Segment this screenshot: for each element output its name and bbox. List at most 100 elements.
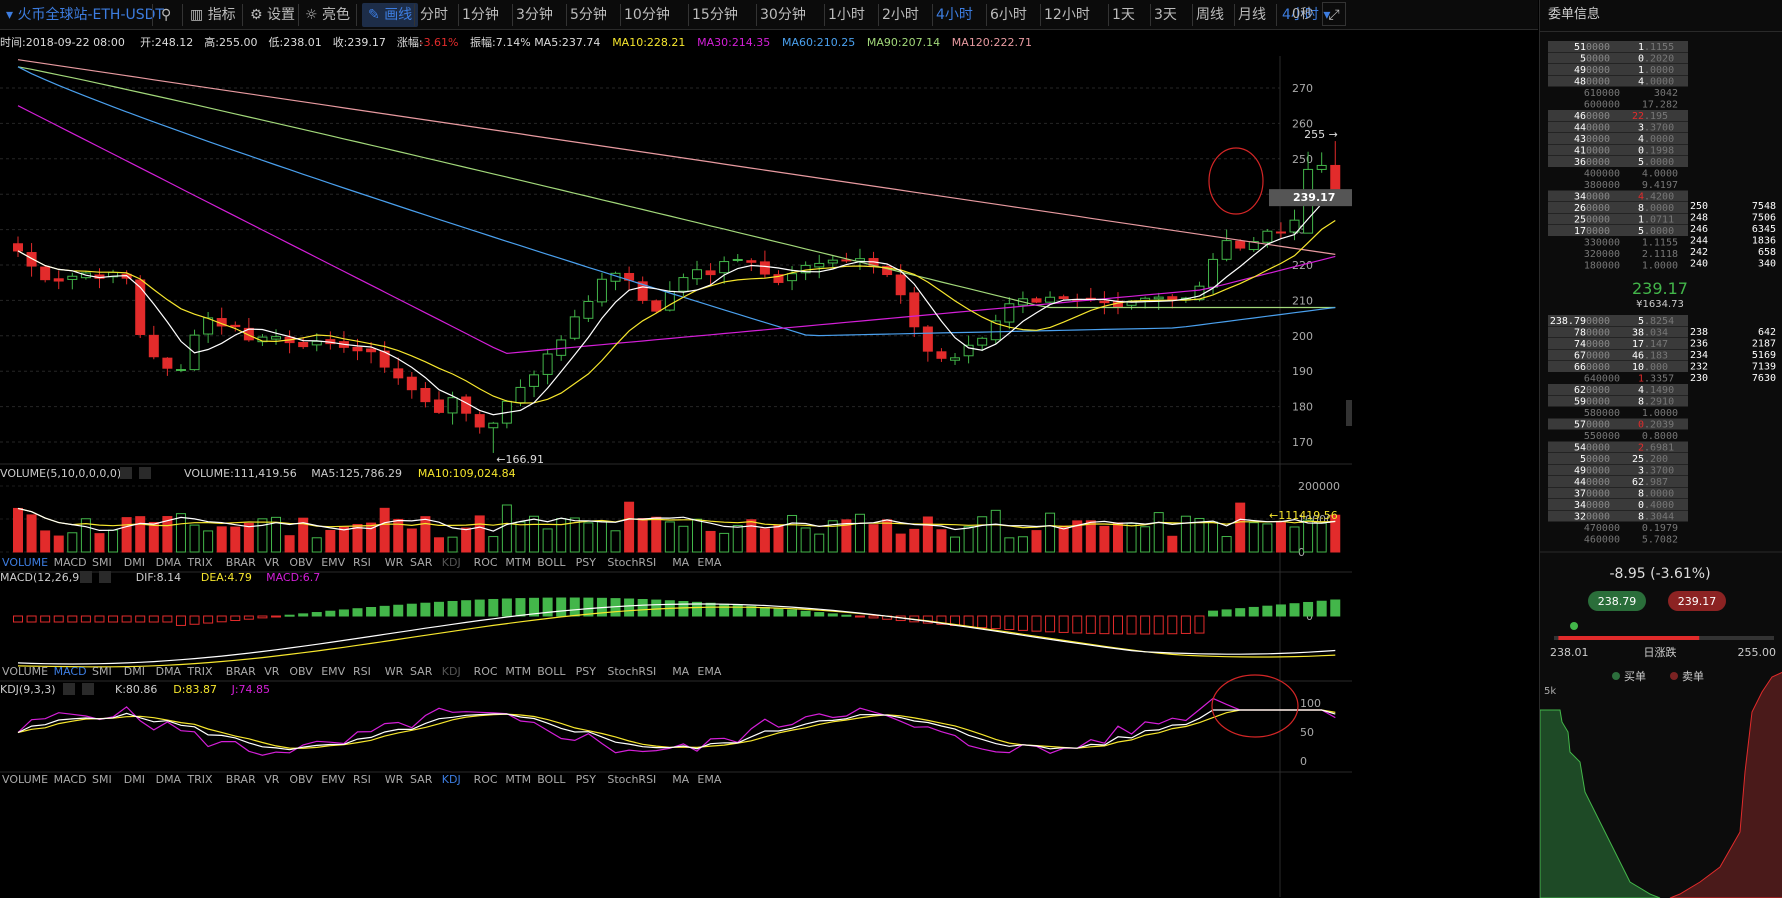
indicator-tab-vol-macd[interactable]: MACD [54, 556, 87, 569]
indicator-tab-vol-obv[interactable]: OBV [289, 556, 313, 569]
indicator-tab-macd-ma[interactable]: MA [672, 665, 689, 678]
indicator-tab-macd-wr[interactable]: WR [385, 665, 404, 678]
indicator-tab-vol-boll[interactable]: BOLL [537, 556, 566, 569]
indicator-tab-vol-roc[interactable]: ROC [474, 556, 498, 569]
indicator-tab-macd-rsi[interactable]: RSI [353, 665, 371, 678]
search-icon[interactable]: ⚲ [161, 7, 172, 23]
indicator-tab-macd-dmi[interactable]: DMI [124, 665, 145, 678]
indicator-tab-macd-roc[interactable]: ROC [474, 665, 498, 678]
tab-period-13[interactable]: 3天 [1154, 7, 1177, 23]
draw-button[interactable]: ✎ 画线 [362, 3, 419, 27]
indicator-tab-macd-brar[interactable]: BRAR [226, 665, 256, 678]
indicator-tab-macd-smi[interactable]: SMI [92, 665, 112, 678]
volume-close-icon[interactable] [139, 467, 151, 479]
indicator-tab-kdj-smi[interactable]: SMI [92, 773, 112, 786]
tab-period-4[interactable]: 10分钟 [624, 7, 670, 23]
tab-period-14[interactable]: 周线 [1196, 7, 1224, 23]
indicator-tab-macd-macd[interactable]: MACD [54, 665, 87, 678]
indicator-tab-macd-mtm[interactable]: MTM [505, 665, 531, 678]
indicator-tab-kdj-sar[interactable]: SAR [410, 773, 433, 786]
site-selector[interactable]: ▾ 火币全球站-ETH-USDT [6, 0, 164, 30]
tab-period-0[interactable]: 分时 [420, 7, 448, 23]
indicator-tab-macd-sar[interactable]: SAR [410, 665, 433, 678]
indicator-tab-macd-emv[interactable]: EMV [321, 665, 345, 678]
indicator-tab-kdj-trix[interactable]: TRIX [186, 773, 213, 786]
tab-period-7[interactable]: 1小时 [828, 7, 865, 23]
indicator-tab-vol-psy[interactable]: PSY [576, 556, 597, 569]
indicator-tab-kdj-dmi[interactable]: DMI [124, 773, 145, 786]
indicator-tab-vol-dmi[interactable]: DMI [124, 556, 145, 569]
macd-settings-icon[interactable] [80, 571, 92, 583]
kdj-close-icon[interactable] [82, 683, 94, 695]
indicator-tab-vol-dma[interactable]: DMA [156, 556, 182, 569]
indicator-tab-kdj-volume[interactable]: VOLUME [2, 773, 48, 786]
indicator-tab-macd-volume[interactable]: VOLUME [2, 665, 48, 678]
period-dropdown[interactable]: 4小时 ▾ [1282, 0, 1330, 30]
indicator-tab-macd-trix[interactable]: TRIX [186, 665, 213, 678]
indicator-tab-macd-boll[interactable]: BOLL [537, 665, 566, 678]
indicator-tab-vol-brar[interactable]: BRAR [226, 556, 256, 569]
bid-depth-price: 234 [1690, 350, 1708, 361]
candle-body [271, 336, 282, 340]
indicator-tab-vol-sar[interactable]: SAR [410, 556, 433, 569]
kline-chart[interactable]: 时间:2018-09-22 08:00 开:248.12 高:255.00 低:238… [0, 31, 1352, 898]
indicator-tab-vol-kdj[interactable]: KDJ [442, 556, 461, 569]
volume-bar [936, 529, 947, 553]
indicator-tab-kdj-vr[interactable]: VR [264, 773, 280, 786]
indicator-tab-kdj-rsi[interactable]: RSI [353, 773, 371, 786]
indicator-tab-vol-volume[interactable]: VOLUME [2, 556, 48, 569]
indicator-tab-vol-emv[interactable]: EMV [321, 556, 345, 569]
indicator-tab-macd-psy[interactable]: PSY [576, 665, 597, 678]
indicator-tab-kdj-ma[interactable]: MA [672, 773, 689, 786]
bright-button[interactable]: ☼ 亮色 [305, 0, 350, 30]
indicator-tab-kdj-wr[interactable]: WR [385, 773, 404, 786]
kdj-settings-icon[interactable] [63, 683, 75, 695]
indicator-tab-vol-trix[interactable]: TRIX [186, 556, 213, 569]
tab-period-5[interactable]: 15分钟 [692, 7, 738, 23]
indicator-tab-kdj-boll[interactable]: BOLL [537, 773, 566, 786]
tab-period-6[interactable]: 30分钟 [760, 7, 806, 23]
volume-settings-icon[interactable] [120, 467, 132, 479]
indicator-tab-kdj-kdj[interactable]: KDJ [442, 773, 461, 786]
indicator-tab-kdj-obv[interactable]: OBV [289, 773, 313, 786]
indicator-tab-kdj-emv[interactable]: EMV [321, 773, 345, 786]
tab-period-2[interactable]: 3分钟 [516, 7, 553, 23]
tab-period-3[interactable]: 5分钟 [570, 7, 607, 23]
ask-price-button[interactable] [1668, 591, 1726, 611]
tab-period-15[interactable]: 月线 [1238, 7, 1266, 23]
indicator-tab-vol-rsi[interactable]: RSI [353, 556, 371, 569]
tab-period-11[interactable]: 12小时 [1044, 7, 1090, 23]
indicator-tab-macd-ema[interactable]: EMA [697, 665, 721, 678]
indicator-tab-kdj-dma[interactable]: DMA [156, 773, 182, 786]
indicator-tab-vol-smi[interactable]: SMI [92, 556, 112, 569]
indicator-tab-macd-stochrsi[interactable]: StochRSI [607, 665, 656, 678]
indicator-tab-vol-stochrsi[interactable]: StochRSI [607, 556, 656, 569]
indicator-tab-kdj-roc[interactable]: ROC [474, 773, 498, 786]
tab-period-1[interactable]: 1分钟 [462, 7, 499, 23]
fullscreen-icon[interactable]: ⤢ [1322, 2, 1346, 26]
indicator-tab-vol-mtm[interactable]: MTM [505, 556, 531, 569]
macd-close-icon[interactable] [99, 571, 111, 583]
indicator-tab-kdj-stochrsi[interactable]: StochRSI [607, 773, 656, 786]
bid-price-button[interactable] [1588, 591, 1646, 611]
tab-period-12[interactable]: 1天 [1112, 7, 1135, 23]
panel-collapse-handle[interactable] [1346, 400, 1352, 426]
indicator-tab-vol-ma[interactable]: MA [672, 556, 689, 569]
indicator-tab-macd-kdj[interactable]: KDJ [442, 665, 461, 678]
indicator-tab-vol-wr[interactable]: WR [385, 556, 404, 569]
indicator-tab-kdj-psy[interactable]: PSY [576, 773, 597, 786]
tab-period-10[interactable]: 6小时 [990, 7, 1027, 23]
indicator-tab-macd-vr[interactable]: VR [264, 665, 280, 678]
indicator-tab-kdj-macd[interactable]: MACD [54, 773, 87, 786]
settings-button[interactable]: ⚙ 设置 [250, 0, 295, 30]
indicator-tab-kdj-mtm[interactable]: MTM [505, 773, 531, 786]
indicator-tab-macd-obv[interactable]: OBV [289, 665, 313, 678]
tab-period-8[interactable]: 2小时 [882, 7, 919, 23]
indicator-tab-kdj-brar[interactable]: BRAR [226, 773, 256, 786]
indicator-tab-kdj-ema[interactable]: EMA [697, 773, 721, 786]
indicator-tab-vol-ema[interactable]: EMA [697, 556, 721, 569]
indicator-tab-macd-dma[interactable]: DMA [156, 665, 182, 678]
tab-period-9[interactable]: 4小时 [936, 7, 973, 23]
indicator-tab-vol-vr[interactable]: VR [264, 556, 280, 569]
indicators-button[interactable]: ▥ 指标 [190, 0, 236, 30]
